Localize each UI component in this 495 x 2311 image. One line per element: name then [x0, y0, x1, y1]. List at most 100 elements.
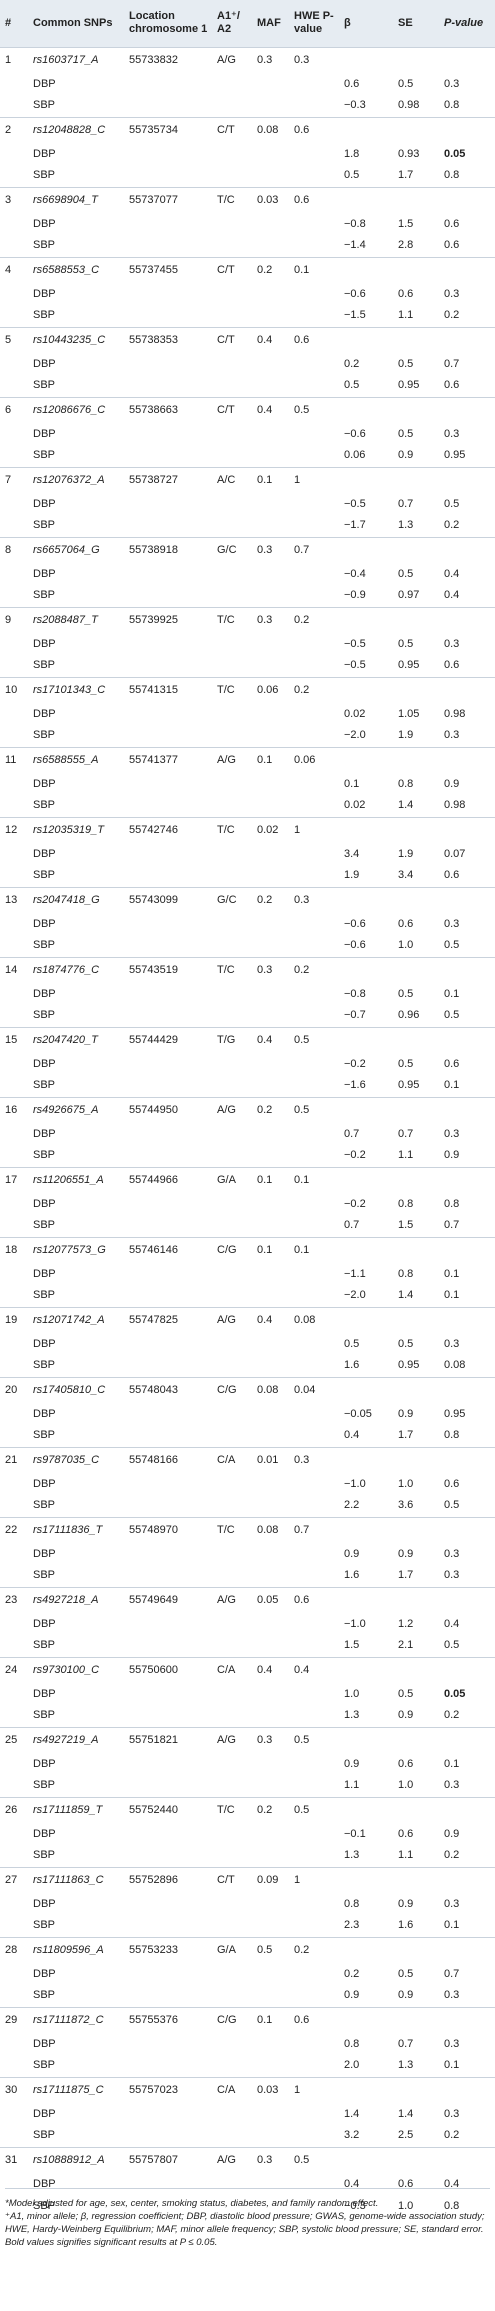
sbp-beta: −0.3 [344, 2199, 366, 2212]
empty-cell [289, 2033, 339, 2055]
empty-cell [252, 1985, 289, 2007]
snp-name: rs17101343_C [28, 676, 124, 703]
empty-cell [393, 46, 439, 73]
snp-allele: A/G [212, 1306, 252, 1333]
empty-cell [439, 1236, 495, 1263]
dbp-p-value: 0.3 [444, 2037, 460, 2050]
sbp-se: 0.9 [398, 449, 414, 462]
sbp-label: SBP [33, 1569, 56, 1582]
empty-cell [124, 935, 212, 957]
sbp-row: SBP 1.5 2.1 0.5 [0, 1635, 495, 1657]
sbp-beta: −1.7 [344, 519, 366, 532]
empty-cell [252, 1683, 289, 1705]
sbp-se: 3.6 [398, 1499, 414, 1512]
empty-cell [212, 493, 252, 515]
sbp-se: 0.9 [398, 1709, 414, 1722]
sbp-p-value: 0.08 [444, 1359, 466, 1372]
dbp-beta: −0.2 [344, 1057, 366, 1070]
dbp-se: 0.5 [398, 567, 414, 580]
empty-cell [252, 585, 289, 607]
snp-maf: 0.3 [252, 956, 289, 983]
empty-cell [289, 73, 339, 95]
empty-cell [0, 1053, 28, 1075]
sbp-p-value: 0.8 [444, 99, 460, 112]
empty-cell [252, 1355, 289, 1377]
snp-location: 55743519 [124, 956, 212, 983]
sbp-row: SBP −0.5 0.95 0.6 [0, 655, 495, 677]
dbp-p-value: 0.4 [444, 2177, 460, 2190]
snp-row: 31 rs10888912_A 55757807 A/G 0.3 0.5 [0, 2146, 495, 2173]
empty-cell [124, 213, 212, 235]
empty-cell [124, 1355, 212, 1377]
dbp-se: 0.5 [398, 1967, 414, 1980]
empty-cell [393, 1096, 439, 1123]
dbp-label: DBP [33, 1687, 56, 1700]
dbp-p-value: 0.5 [444, 497, 460, 510]
dbp-label: DBP [33, 847, 56, 860]
empty-cell [124, 585, 212, 607]
sbp-row: SBP 0.9 0.9 0.3 [0, 1985, 495, 2007]
snp-hwe: 0.5 [289, 1726, 339, 1753]
snp-row: 24 rs9730100_C 55750600 C/A 0.4 0.4 [0, 1656, 495, 1683]
sbp-beta: 0.02 [344, 799, 366, 812]
empty-cell [212, 1285, 252, 1307]
snp-number: 28 [0, 1936, 28, 1963]
snp-location: 55748043 [124, 1376, 212, 1403]
snp-allele: T/C [212, 186, 252, 213]
snp-row: 21 rs9787035_C 55748166 C/A 0.01 0.3 [0, 1446, 495, 1473]
header-p: P-value [444, 16, 484, 29]
snp-number: 5 [0, 326, 28, 353]
empty-cell [212, 2103, 252, 2125]
sbp-beta: −1.5 [344, 309, 366, 322]
snp-location: 55746146 [124, 1236, 212, 1263]
snp-name: rs4927218_A [28, 1586, 124, 1613]
empty-cell [289, 1635, 339, 1657]
empty-cell [289, 1075, 339, 1097]
sbp-row: SBP 1.1 1.0 0.3 [0, 1775, 495, 1797]
empty-cell [289, 1753, 339, 1775]
snp-name: rs4927219_A [28, 1726, 124, 1753]
snp-maf: 0.1 [252, 466, 289, 493]
empty-cell [393, 676, 439, 703]
empty-cell [0, 1963, 28, 1985]
empty-cell [289, 843, 339, 865]
empty-cell [212, 1683, 252, 1705]
sbp-label: SBP [33, 379, 56, 392]
empty-cell [252, 1473, 289, 1495]
dbp-beta: 3.4 [344, 847, 360, 860]
snp-maf: 0.05 [252, 1586, 289, 1613]
empty-cell [124, 1705, 212, 1727]
snp-name: rs1874776_C [28, 956, 124, 983]
empty-cell [212, 1635, 252, 1657]
dbp-beta: 1.0 [344, 1687, 360, 1700]
snp-allele: C/G [212, 1236, 252, 1263]
empty-cell [439, 1446, 495, 1473]
empty-cell [393, 396, 439, 423]
empty-cell [212, 865, 252, 887]
sbp-label: SBP [33, 1149, 56, 1162]
snp-location: 55741377 [124, 746, 212, 773]
empty-cell [0, 423, 28, 445]
empty-cell [124, 375, 212, 397]
snp-location: 55753233 [124, 1936, 212, 1963]
sbp-se: 1.7 [398, 1429, 414, 1442]
empty-cell [124, 423, 212, 445]
dbp-beta: −1.0 [344, 1477, 366, 1490]
sbp-p-value: 0.6 [444, 379, 460, 392]
empty-cell [212, 1263, 252, 1285]
dbp-label: DBP [33, 427, 56, 440]
empty-cell [0, 1473, 28, 1495]
snp-number: 12 [0, 816, 28, 843]
snp-location: 55757023 [124, 2076, 212, 2103]
sbp-beta: −0.3 [344, 99, 366, 112]
snp-allele: A/C [212, 466, 252, 493]
empty-cell [393, 2006, 439, 2033]
dbp-row: DBP 0.9 0.6 0.1 [0, 1753, 495, 1775]
dbp-p-value: 0.8 [444, 1197, 460, 1210]
empty-cell [252, 633, 289, 655]
dbp-row: DBP −0.8 0.5 0.1 [0, 983, 495, 1005]
snp-name: rs1603717_A [28, 46, 124, 73]
empty-cell [289, 865, 339, 887]
snp-number: 14 [0, 956, 28, 983]
header-se: SE [398, 16, 413, 29]
